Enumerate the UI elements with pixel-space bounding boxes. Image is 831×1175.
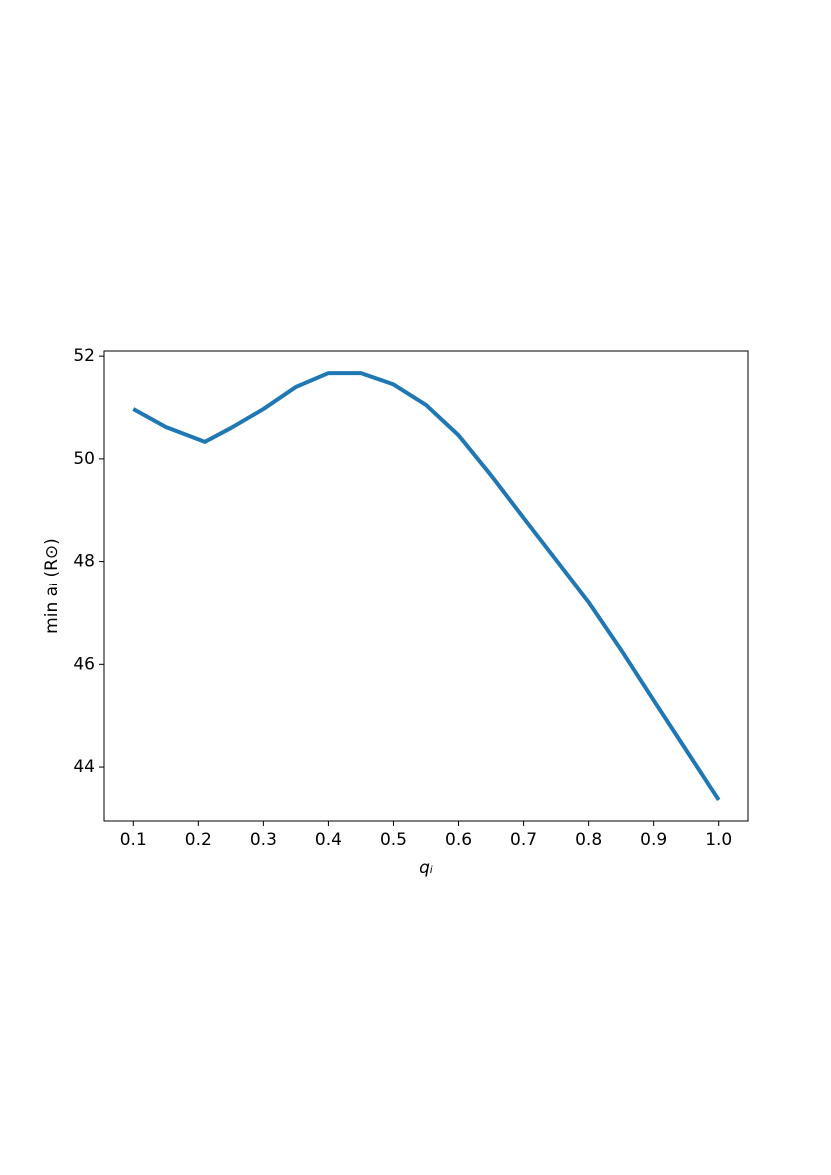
- y-axis-label: min aᵢ (R⊙): [42, 538, 62, 634]
- x-axis-label: qᵢ: [419, 858, 433, 878]
- x-tick-label: 0.6: [445, 830, 472, 850]
- x-tick-label: 0.3: [250, 830, 277, 850]
- y-tick-label: 46: [73, 654, 95, 674]
- plot-frame: [103, 350, 749, 822]
- y-tick-label: 48: [73, 552, 95, 572]
- y-tick-label: 52: [73, 346, 95, 366]
- x-tick-label: 0.1: [120, 830, 147, 850]
- x-tick-label: 0.4: [315, 830, 342, 850]
- x-tick-label: 0.5: [380, 830, 407, 850]
- x-tick-label: 0.7: [510, 830, 537, 850]
- x-tick-label: 1.0: [705, 830, 732, 850]
- y-tick-label: 50: [73, 449, 95, 469]
- y-tick-label: 44: [73, 757, 95, 777]
- line-series: [132, 371, 721, 802]
- x-tick-label: 0.2: [185, 830, 212, 850]
- x-tick-label: 0.9: [640, 830, 667, 850]
- x-tick-label: 0.8: [575, 830, 602, 850]
